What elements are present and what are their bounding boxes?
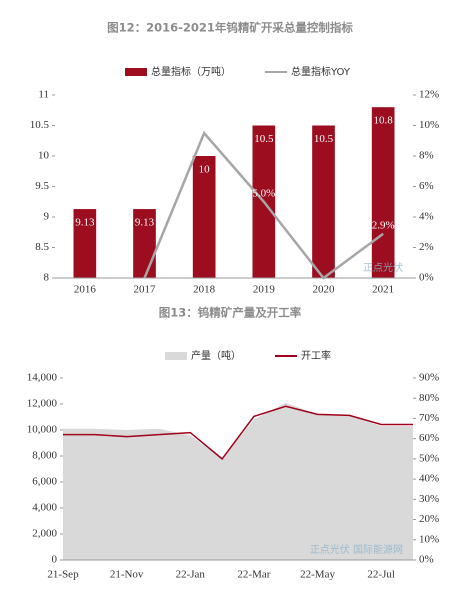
line <box>143 130 384 280</box>
y-tick-label: 2,000 <box>32 528 57 540</box>
x-tick-label: 22-May <box>300 569 335 581</box>
bar <box>133 209 156 278</box>
x-tick-label: 2016 <box>74 284 97 296</box>
y-tick-label: 10,000 <box>27 424 58 436</box>
y-tick-label: 4,000 <box>32 502 57 514</box>
y2-tick-label: 0% <box>419 272 434 284</box>
legend-swatch <box>165 352 187 360</box>
x-tick-label: 2021 <box>372 284 394 296</box>
chart-title: 图12：2016-2021年钨精矿开采总量控制指标 <box>107 21 353 35</box>
x-tick-label: 2020 <box>313 284 336 296</box>
y-tick-label: 11 <box>38 89 49 101</box>
legend-label: 开工率 <box>301 349 331 362</box>
legend-label: 产量（吨） <box>191 349 241 362</box>
bar <box>73 209 97 278</box>
line-label: 9.5% <box>193 119 216 131</box>
line-label: 5.0% <box>252 187 275 199</box>
area <box>63 402 413 560</box>
y2-tick-label: 2% <box>419 241 434 253</box>
y2-tick-label: 70% <box>419 412 439 424</box>
y-tick-label: 8.5 <box>35 241 49 253</box>
y-tick-label: 14,000 <box>27 372 58 384</box>
x-tick-label: 21-Nov <box>110 569 144 581</box>
y2-tick-label: 50% <box>419 452 439 464</box>
y-tick-label: 0 <box>52 554 58 566</box>
y2-tick-label: 8% <box>419 150 434 162</box>
y2-tick-label: 6% <box>419 180 434 192</box>
y2-tick-label: 20% <box>419 513 439 525</box>
bar <box>371 107 395 278</box>
y-tick-label: 8 <box>44 272 50 284</box>
x-tick-label: 2018 <box>193 284 216 296</box>
x-tick-label: 2017 <box>134 284 157 296</box>
bar-label: 10 <box>199 164 211 176</box>
y2-tick-label: 30% <box>419 493 439 505</box>
y2-tick-label: 12% <box>419 89 439 101</box>
legend-label: 总量指标（万吨） <box>151 65 231 78</box>
bar <box>312 125 335 278</box>
y-tick-label: 8,000 <box>32 450 57 462</box>
y-tick-label: 12,000 <box>27 398 58 410</box>
bar-label: 10.8 <box>374 115 394 127</box>
legend-label: 总量指标YOY <box>291 65 351 78</box>
watermark: 正点光伏 国际能源网 <box>310 543 403 556</box>
legend-swatch <box>125 68 147 76</box>
bar <box>192 156 216 278</box>
y-tick-label: 10 <box>38 150 50 162</box>
bar-label: 10.5 <box>314 133 334 145</box>
x-tick-label: 2019 <box>253 284 276 296</box>
y2-tick-label: 80% <box>419 392 439 404</box>
y2-tick-label: 4% <box>419 211 434 223</box>
y-tick-label: 9.5 <box>35 180 49 192</box>
y2-tick-label: 60% <box>419 432 439 444</box>
line-label: 2.9% <box>372 219 395 231</box>
bar-label: 10.5 <box>254 133 274 145</box>
y2-tick-label: 10% <box>419 533 439 545</box>
x-tick-label: 22-Jan <box>176 569 206 581</box>
bar-label: 9.13 <box>75 217 95 229</box>
x-tick-label: 22-Jul <box>367 569 395 581</box>
x-tick-label: 21-Sep <box>47 569 79 581</box>
y2-tick-label: 90% <box>419 372 439 384</box>
y-tick-label: 9 <box>44 211 50 223</box>
x-tick-label: 22-Mar <box>237 569 270 581</box>
watermark: 正点光伏 <box>363 261 403 274</box>
y-tick-label: 10.5 <box>30 119 50 131</box>
y2-tick-label: 10% <box>419 119 439 131</box>
line <box>63 405 413 460</box>
y2-tick-label: 0% <box>419 554 434 566</box>
y-tick-label: 6,000 <box>32 476 57 488</box>
chart-title: 图13：钨精矿产量及开工率 <box>159 306 302 320</box>
bar-label: 9.13 <box>135 217 155 229</box>
y2-tick-label: 40% <box>419 473 439 485</box>
